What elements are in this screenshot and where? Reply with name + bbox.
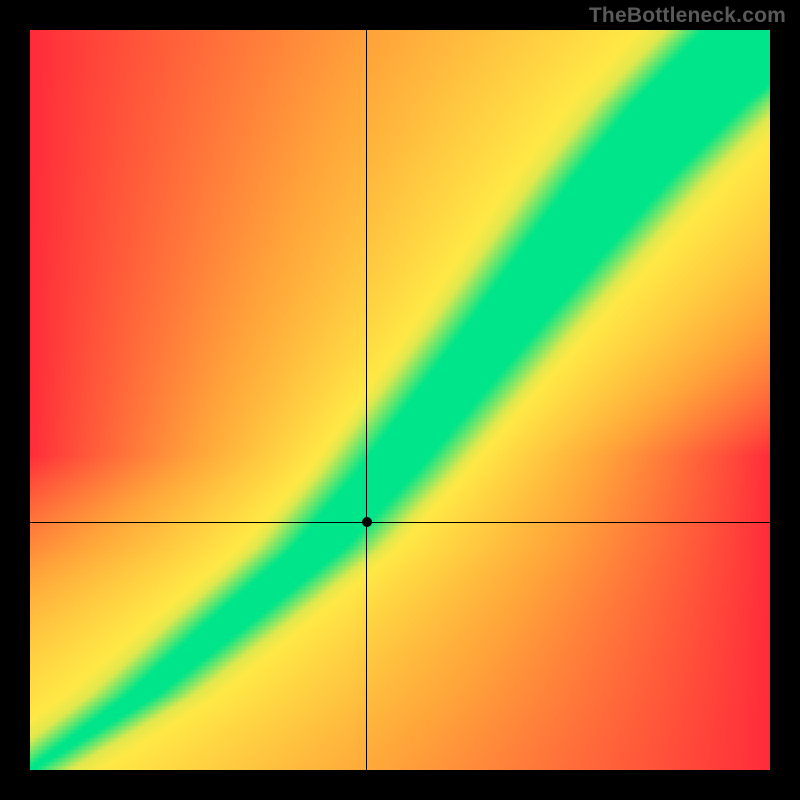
chart-container: TheBottleneck.com bbox=[0, 0, 800, 800]
watermark-label: TheBottleneck.com bbox=[589, 4, 786, 28]
heatmap-canvas bbox=[30, 30, 770, 770]
